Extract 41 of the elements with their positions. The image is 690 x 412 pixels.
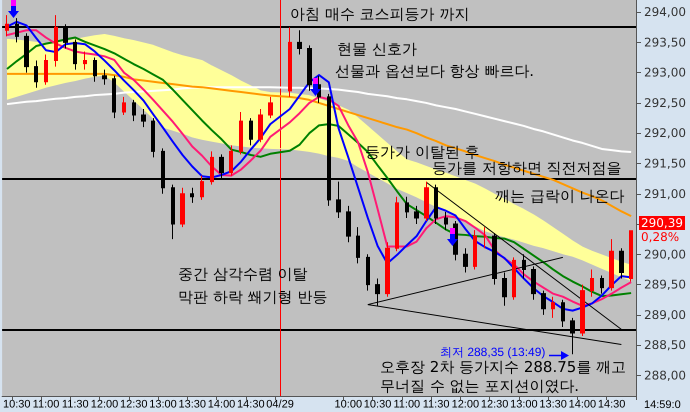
- annotation: 아침 매수 코스피등가 까지: [290, 5, 470, 23]
- x-tick-label: 12:00: [90, 398, 118, 410]
- annotation: 무너질 수 없는 포지션이였다.: [380, 377, 580, 395]
- x-tick-label: 14:30: [598, 398, 626, 410]
- x-tick-label: 11:00: [32, 398, 60, 410]
- x-tick-label: 10:30: [364, 398, 392, 410]
- x-tick-label: 13:30: [539, 398, 567, 410]
- x-tick-label: 11:30: [422, 398, 450, 410]
- x-tick-label: 13:00: [149, 398, 177, 410]
- y-tick-label: 288,00: [644, 368, 686, 382]
- x-tick-label: 04/29: [266, 398, 294, 410]
- y-tick-label: 291,00: [644, 186, 686, 201]
- y-tick-label: 291,50: [644, 156, 686, 170]
- y-tick-label: 292,00: [644, 126, 686, 140]
- x-tick-label: 14:00: [568, 398, 596, 410]
- x-tick-label: 12:30: [120, 398, 148, 410]
- y-tick-label: 289,00: [644, 308, 686, 322]
- annotation: 최저 288,35 (13:49): [440, 345, 546, 359]
- annotation: 오후장 2차 등가지수 288.75를 깨고: [380, 358, 626, 376]
- y-tick-label: 292,50: [644, 96, 686, 110]
- x-tick-label: 14:30: [237, 398, 265, 410]
- x-tick-label: 11:30: [62, 398, 89, 410]
- text: 14:59:0: [644, 398, 681, 412]
- y-tick-label: 294,00: [644, 5, 686, 20]
- y-tick-label: 293,50: [644, 35, 686, 50]
- y-tick-label: 289,50: [644, 278, 686, 292]
- y-tick-label: 288,50: [644, 338, 686, 352]
- y-tick-label: 293,00: [644, 66, 686, 80]
- annotation: 선물과 옵션보다 항상 빠르다.: [335, 62, 534, 80]
- x-tick-label: 12:30: [480, 398, 508, 410]
- text: 0,28%: [641, 230, 680, 244]
- y-tick-label: 290,00: [644, 247, 686, 262]
- x-tick-label: 10:00: [334, 398, 362, 410]
- x-tick-label: 13:30: [178, 398, 206, 410]
- annotation: 현물 신호가: [337, 40, 417, 58]
- x-tick-label: 13:00: [510, 398, 538, 410]
- x-tick-label: 14:00: [208, 398, 236, 410]
- x-tick-label: 12:00: [452, 398, 480, 410]
- x-tick-label: 11:00: [393, 398, 420, 410]
- text: 290,39: [639, 216, 685, 230]
- x-tick-label: 10:30: [2, 398, 31, 410]
